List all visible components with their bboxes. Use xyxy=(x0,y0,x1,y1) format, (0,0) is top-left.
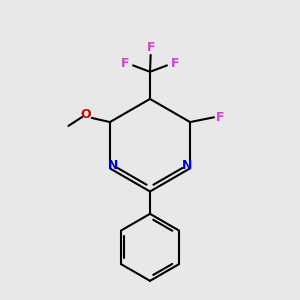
Text: F: F xyxy=(171,57,179,70)
Text: N: N xyxy=(182,159,192,172)
Text: F: F xyxy=(121,57,129,70)
Text: F: F xyxy=(146,41,155,54)
Text: O: O xyxy=(81,108,91,121)
Text: F: F xyxy=(216,111,225,124)
Text: N: N xyxy=(108,159,118,172)
